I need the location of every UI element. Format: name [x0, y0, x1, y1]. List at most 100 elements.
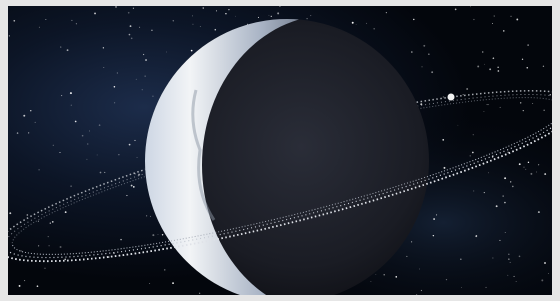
star — [487, 104, 488, 105]
star — [118, 154, 119, 155]
star — [87, 144, 88, 145]
star — [39, 169, 40, 170]
star — [131, 38, 133, 40]
star — [411, 51, 413, 53]
star — [9, 212, 11, 214]
star — [386, 12, 387, 13]
star — [492, 23, 493, 24]
star — [523, 110, 524, 111]
star — [532, 103, 533, 104]
star — [37, 285, 39, 287]
star — [70, 92, 72, 94]
star — [489, 68, 491, 70]
star — [484, 192, 485, 193]
star — [64, 259, 66, 261]
star — [13, 20, 15, 22]
star — [473, 134, 474, 135]
star — [19, 285, 21, 287]
star — [428, 53, 430, 55]
star — [129, 144, 131, 146]
star — [524, 167, 525, 168]
star — [544, 262, 546, 264]
star — [45, 268, 46, 269]
star — [520, 102, 521, 103]
star — [225, 13, 226, 14]
star — [39, 27, 40, 28]
star — [500, 107, 501, 108]
star — [493, 58, 494, 59]
star — [413, 19, 414, 20]
star — [131, 185, 133, 187]
star — [510, 181, 511, 182]
star — [516, 19, 518, 21]
star — [216, 10, 217, 11]
star — [423, 45, 425, 47]
star — [497, 67, 498, 68]
star — [30, 110, 31, 111]
star — [82, 135, 84, 137]
star — [541, 279, 543, 281]
star — [498, 70, 500, 72]
star — [99, 124, 101, 126]
star — [103, 47, 104, 48]
star — [384, 274, 385, 275]
star — [463, 94, 464, 95]
star — [477, 65, 479, 67]
star — [461, 287, 462, 288]
star — [21, 251, 22, 252]
page: (() => { const svg = document.getElement… — [0, 0, 560, 301]
star — [139, 27, 140, 28]
star — [499, 240, 500, 241]
star — [444, 167, 446, 169]
star — [473, 19, 474, 20]
star — [519, 256, 521, 258]
star — [50, 223, 51, 224]
star — [508, 254, 509, 255]
star — [527, 44, 528, 45]
star — [103, 67, 104, 68]
star — [482, 51, 483, 52]
star — [503, 30, 505, 32]
star — [94, 12, 96, 14]
star — [70, 186, 71, 187]
star — [436, 214, 437, 215]
star — [504, 177, 506, 179]
star — [75, 121, 77, 123]
star — [53, 145, 54, 146]
star — [493, 258, 494, 259]
star — [486, 287, 487, 288]
star — [203, 7, 204, 8]
star — [433, 235, 434, 236]
star — [419, 269, 420, 270]
star — [23, 115, 25, 117]
star — [228, 9, 229, 10]
star — [28, 132, 29, 133]
star — [488, 172, 489, 173]
star — [115, 6, 116, 7]
star — [458, 125, 459, 126]
space-scene — [0, 0, 560, 301]
star — [128, 12, 130, 14]
star — [446, 279, 447, 280]
star — [373, 28, 375, 30]
star — [49, 245, 50, 246]
star — [530, 173, 532, 175]
star — [431, 71, 433, 73]
star — [510, 262, 511, 263]
star — [89, 130, 90, 131]
star — [411, 241, 412, 242]
star — [48, 236, 49, 237]
star — [60, 246, 62, 248]
star — [65, 211, 67, 213]
star — [521, 147, 522, 148]
star — [76, 23, 77, 24]
star — [433, 218, 435, 220]
star — [114, 86, 116, 88]
star — [52, 221, 54, 223]
star — [536, 172, 537, 173]
star — [484, 111, 485, 112]
star — [45, 19, 46, 20]
star — [35, 122, 36, 123]
star — [510, 16, 511, 17]
star — [473, 191, 474, 192]
